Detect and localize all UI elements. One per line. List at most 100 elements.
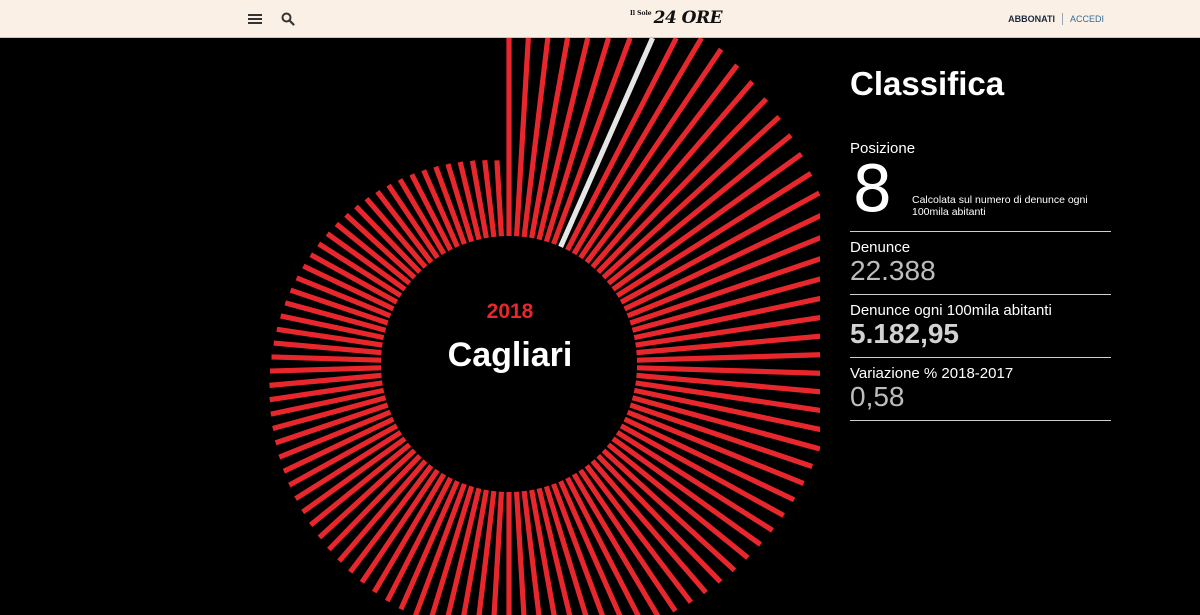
chart-bar[interactable] xyxy=(482,159,497,238)
chart-bar[interactable] xyxy=(433,165,467,245)
chart-bar[interactable] xyxy=(409,173,453,252)
chart-bar[interactable] xyxy=(269,365,382,374)
chart-bar[interactable] xyxy=(631,395,820,452)
chart-bar[interactable] xyxy=(384,476,453,603)
chart-bar[interactable] xyxy=(635,314,820,348)
chart-bar[interactable] xyxy=(317,448,417,540)
chart-bar[interactable] xyxy=(457,161,482,241)
chart-bar[interactable] xyxy=(611,152,804,292)
chart-bar[interactable] xyxy=(596,97,769,274)
chart-bar[interactable] xyxy=(274,402,389,446)
chart-bar[interactable] xyxy=(429,485,475,615)
chart-bar[interactable] xyxy=(565,38,679,252)
chart-bar[interactable] xyxy=(334,221,412,286)
chart-bar[interactable] xyxy=(584,63,740,264)
chart-bar[interactable] xyxy=(521,490,542,615)
menu-icon[interactable] xyxy=(248,14,262,24)
chart-bar[interactable] xyxy=(469,160,489,239)
chart-bar[interactable] xyxy=(295,275,392,319)
chart-bar[interactable] xyxy=(571,38,704,256)
chart-bar[interactable] xyxy=(536,38,591,241)
site-logo[interactable]: Il Sole 24 ORE xyxy=(630,6,723,32)
chart-bar[interactable] xyxy=(327,454,422,552)
chart-bar[interactable] xyxy=(558,480,627,615)
chart-bar[interactable] xyxy=(309,442,412,527)
chart-bar[interactable] xyxy=(636,365,820,376)
chart-bar[interactable] xyxy=(271,354,382,363)
chart-bar[interactable] xyxy=(301,436,407,515)
accedi-link[interactable]: ACCEDI xyxy=(1069,14,1104,24)
chart-bar[interactable] xyxy=(359,468,440,584)
abbonati-link[interactable]: ABBONATI xyxy=(1008,14,1055,24)
chart-bar[interactable] xyxy=(282,416,395,474)
chart-bar[interactable] xyxy=(491,491,505,615)
chart-bar[interactable] xyxy=(344,212,417,280)
chart-bar[interactable] xyxy=(615,430,774,533)
chart-bar[interactable] xyxy=(551,483,611,615)
chart-bar[interactable] xyxy=(309,252,399,305)
chart-bar[interactable] xyxy=(633,294,820,341)
chart-bar[interactable] xyxy=(606,133,793,286)
chart-bar[interactable] xyxy=(372,472,447,594)
chart-bar[interactable] xyxy=(445,487,482,615)
chart-bar[interactable] xyxy=(494,160,505,237)
chart-bar[interactable] xyxy=(590,80,755,269)
chart-bar[interactable] xyxy=(606,442,750,560)
chart-bar[interactable] xyxy=(521,38,551,238)
chart-bar[interactable] xyxy=(421,169,460,248)
chart-bar[interactable] xyxy=(565,476,643,615)
chart-bar[interactable] xyxy=(278,409,392,460)
chart-bar[interactable] xyxy=(529,38,571,239)
chart-bar[interactable] xyxy=(623,416,796,503)
chart-bar[interactable] xyxy=(445,163,475,243)
chart-bar[interactable] xyxy=(273,340,382,356)
chart-bar[interactable] xyxy=(294,430,403,501)
chart-bar[interactable] xyxy=(280,313,385,341)
chart-bar[interactable] xyxy=(348,464,434,574)
chart-bar[interactable] xyxy=(284,300,387,333)
chart-bar[interactable] xyxy=(619,423,786,518)
chart-bar[interactable] xyxy=(272,395,387,432)
chart-bar[interactable] xyxy=(626,409,805,486)
chart-bar[interactable] xyxy=(633,387,820,433)
chart-bar[interactable] xyxy=(513,38,531,237)
chart-bar[interactable] xyxy=(302,263,395,312)
chart-bar[interactable] xyxy=(269,372,382,388)
chart-bar[interactable] xyxy=(476,490,497,615)
chart-bar[interactable] xyxy=(601,448,737,573)
chart-bar[interactable] xyxy=(536,487,576,615)
chart-bar[interactable] xyxy=(629,253,820,326)
chart-bar[interactable] xyxy=(276,326,383,348)
chart-bar[interactable] xyxy=(317,241,403,298)
chart-bar[interactable] xyxy=(269,380,383,403)
chart-bar[interactable] xyxy=(529,489,560,615)
chart-bar[interactable] xyxy=(337,459,428,563)
chart-bar[interactable] xyxy=(354,204,422,274)
chart-bar[interactable] xyxy=(578,47,724,260)
chart-bar[interactable] xyxy=(596,454,723,584)
chart-bar[interactable] xyxy=(513,491,527,615)
chart-bar[interactable] xyxy=(578,468,678,613)
chart-bar[interactable] xyxy=(636,352,820,363)
chart-bar[interactable] xyxy=(571,472,661,615)
chart-bar[interactable] xyxy=(397,178,447,256)
chart-bar[interactable] xyxy=(626,233,820,319)
chart-bar[interactable] xyxy=(289,287,389,326)
chart-bar[interactable] xyxy=(623,212,820,312)
chart-bar[interactable] xyxy=(635,380,820,414)
chart-bar[interactable] xyxy=(551,38,633,245)
chart-bar[interactable] xyxy=(543,485,593,615)
chart-bar[interactable] xyxy=(375,189,434,264)
chart-bar[interactable] xyxy=(364,196,428,269)
chart-bar-highlighted[interactable] xyxy=(558,38,655,248)
chart-bar[interactable] xyxy=(288,423,399,488)
chart-bar[interactable] xyxy=(629,402,814,469)
chart-bar[interactable] xyxy=(601,114,781,280)
chart-bar[interactable] xyxy=(590,459,708,595)
chart-bar[interactable] xyxy=(412,483,467,615)
chart-bar[interactable] xyxy=(619,190,820,305)
chart-bar[interactable] xyxy=(325,231,407,292)
chart-bar[interactable] xyxy=(636,333,820,356)
chart-bar[interactable] xyxy=(398,480,460,611)
chart-bar[interactable] xyxy=(611,436,763,547)
